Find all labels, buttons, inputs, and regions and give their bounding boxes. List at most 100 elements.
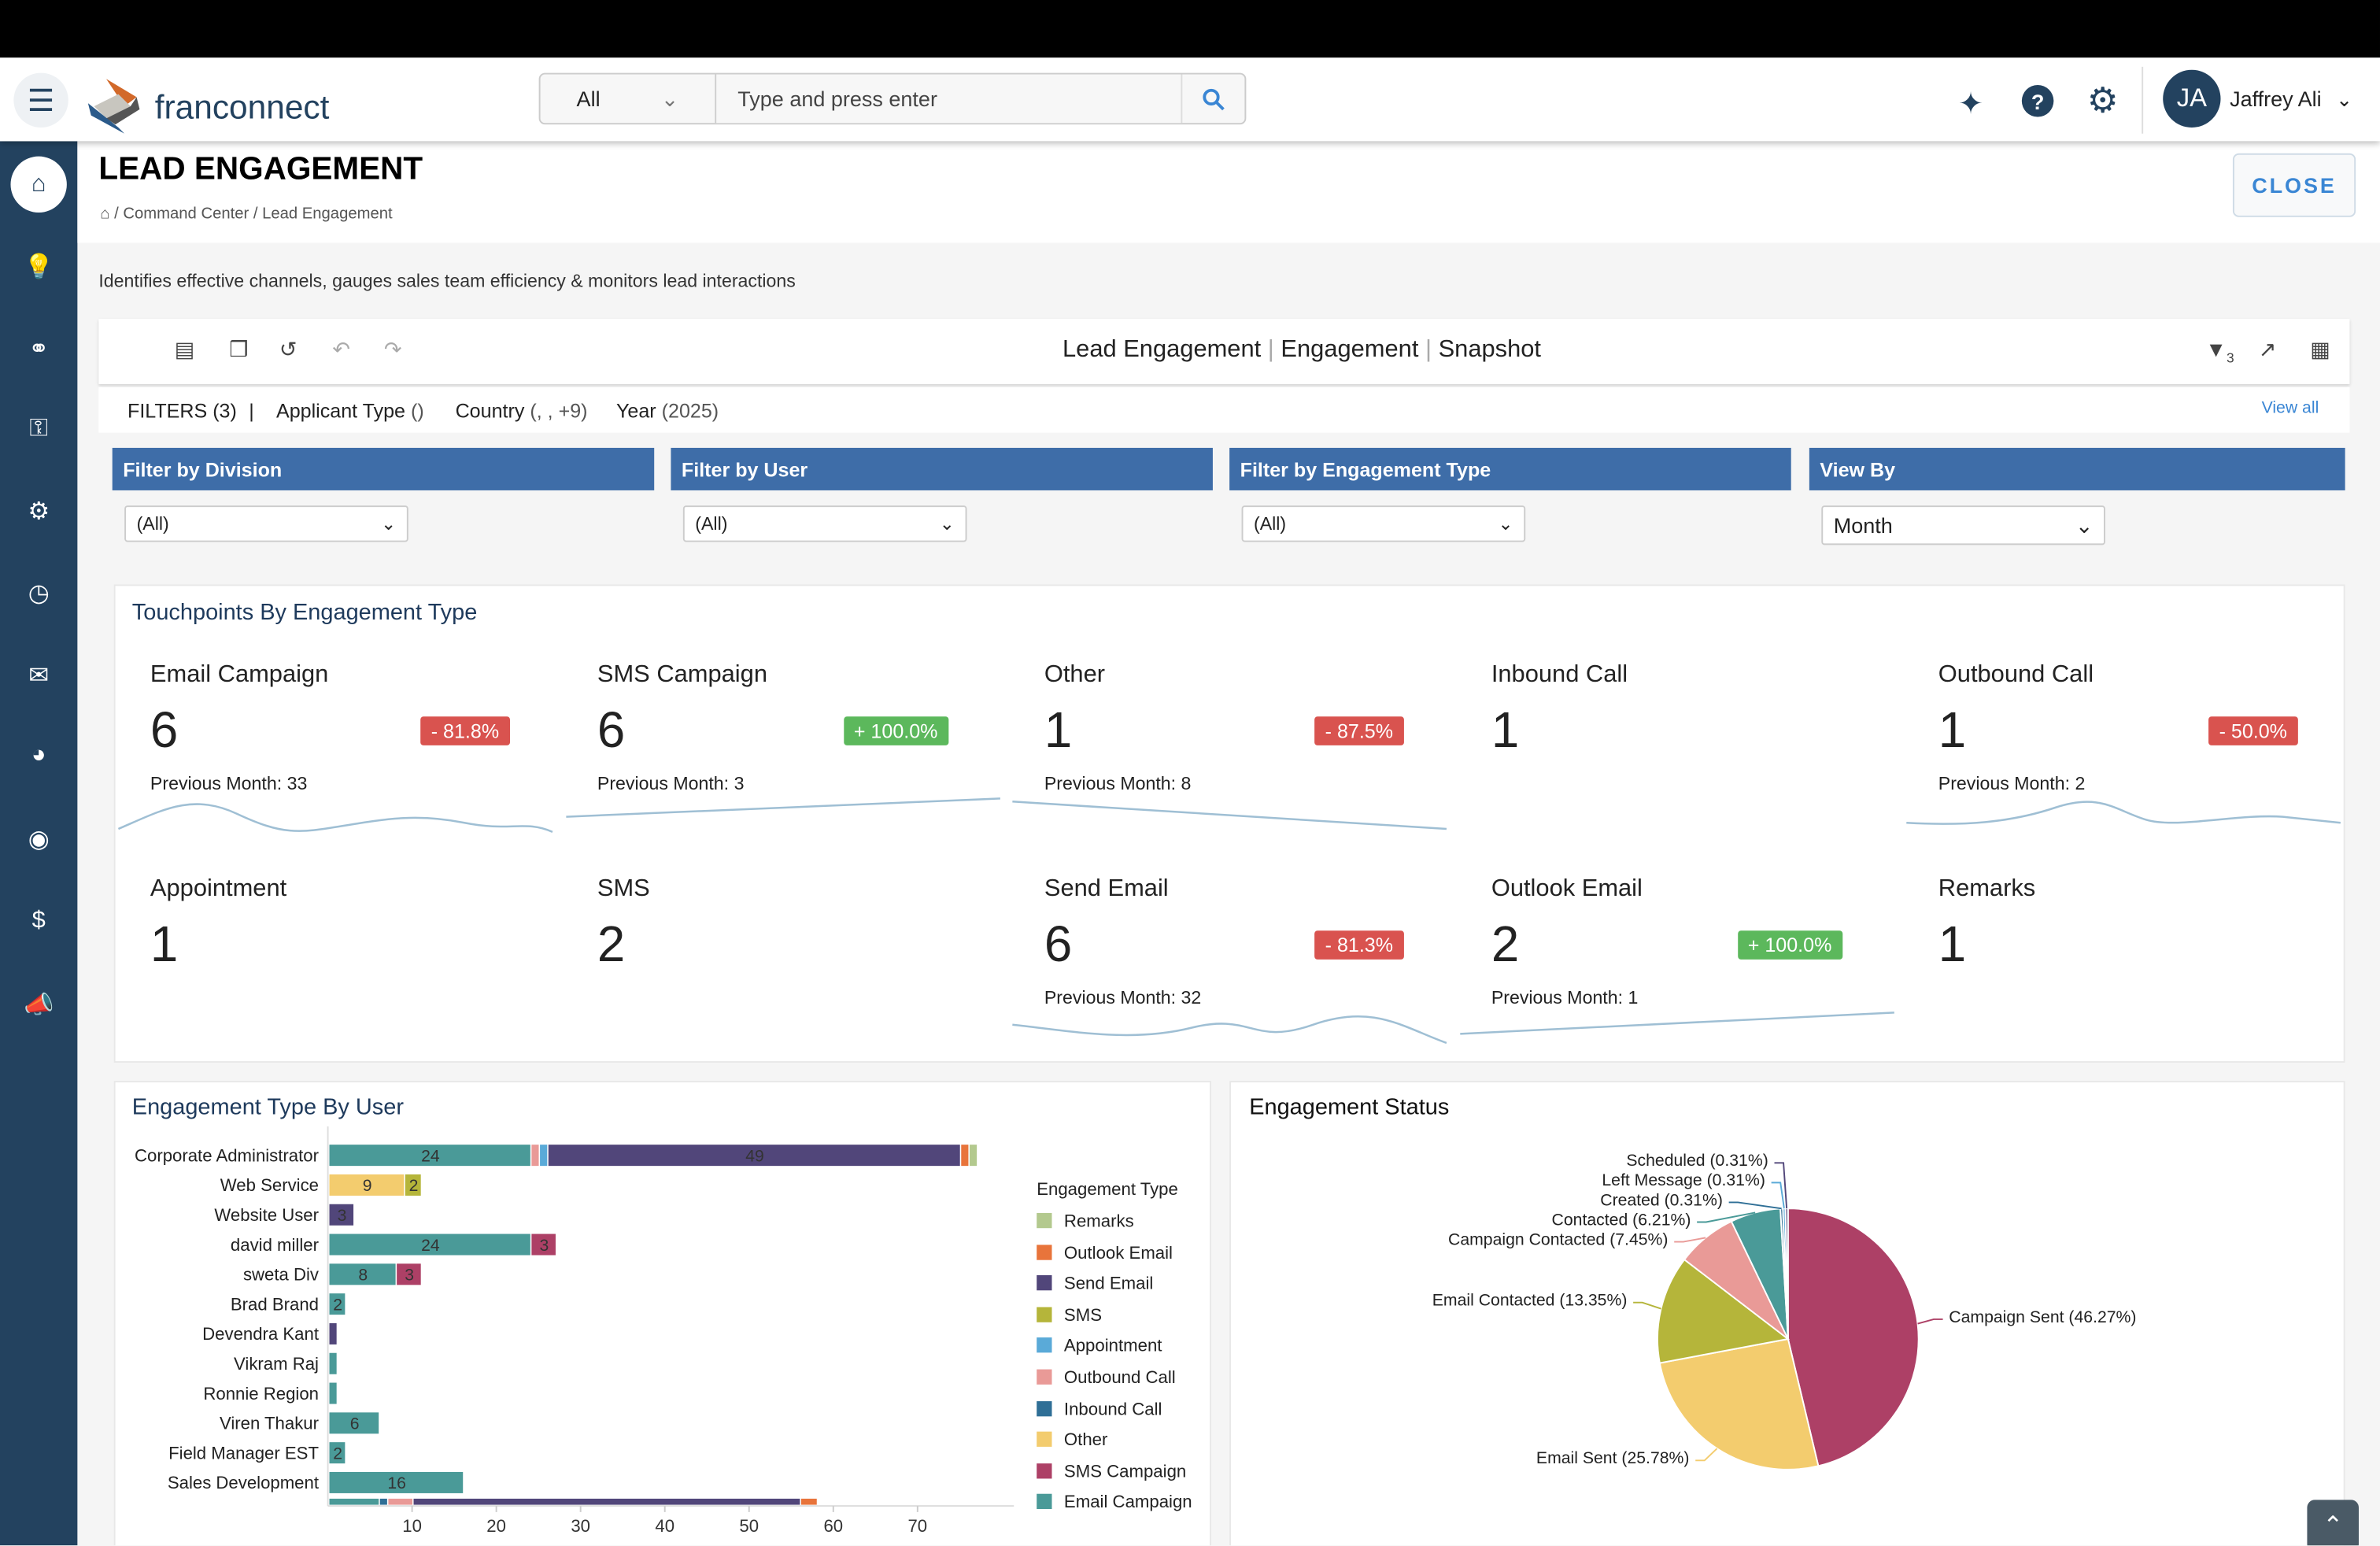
breadcrumb-path[interactable]: / Command Center / Lead Engagement: [114, 205, 393, 224]
sidebar-item-key-icon[interactable]: ⚿: [29, 416, 48, 442]
legend-item[interactable]: SMS: [1037, 1307, 1102, 1325]
pie-leader-line: [1695, 1448, 1718, 1462]
undo-icon[interactable]: ↶: [332, 337, 350, 361]
help-icon[interactable]: ?: [2021, 84, 2054, 117]
bar-segment-send-email[interactable]: [413, 1498, 800, 1505]
bar-segment-send-email[interactable]: [329, 1322, 337, 1344]
home-icon[interactable]: ⌂: [100, 205, 115, 224]
search-scope-select[interactable]: All ⌄: [541, 74, 717, 124]
scroll-to-top-button[interactable]: ⌃: [2307, 1500, 2359, 1546]
bar-segment-email-campaign[interactable]: [329, 1471, 464, 1493]
filter-applicant-type[interactable]: Applicant Type (): [276, 399, 424, 422]
filter-year[interactable]: Year (2025): [616, 399, 719, 422]
touchpoint-name: Outbound Call: [1938, 661, 2094, 688]
sidebar-item-reports-icon[interactable]: ◕: [31, 742, 46, 768]
bar-segment-email-campaign[interactable]: [329, 1382, 337, 1404]
bar-segment-sms-campaign[interactable]: [531, 1233, 556, 1256]
sidebar-item-campaigns-megaphone-icon[interactable]: 📣: [23, 993, 54, 1019]
sidebar-item-settings-icon[interactable]: ⚙: [28, 499, 50, 526]
bar-segment-send-email[interactable]: [548, 1145, 960, 1167]
legend-item[interactable]: SMS Campaign: [1037, 1463, 1186, 1481]
x-tick-label: 70: [907, 1516, 927, 1536]
sidebar-item-support-icon[interactable]: ◉: [28, 827, 50, 853]
engagement-type-dropdown[interactable]: (All) ⌄: [1241, 505, 1526, 542]
user-name[interactable]: Jaffrey Ali: [2230, 86, 2322, 111]
bar-segment-outlook-email[interactable]: [800, 1498, 817, 1505]
search-input[interactable]: Type and press enter: [716, 74, 1181, 124]
bar-segment-outbound-call[interactable]: [531, 1145, 539, 1167]
pie-leader-line: [1917, 1318, 1943, 1325]
legend-item[interactable]: Outlook Email: [1037, 1244, 1173, 1263]
filter-icon[interactable]: ▼3: [2205, 337, 2234, 366]
bar-segment-email-campaign[interactable]: [329, 1293, 346, 1315]
search-button[interactable]: [1181, 74, 1244, 124]
bar-segment-email-campaign[interactable]: [329, 1233, 530, 1256]
bar-segment-email-campaign[interactable]: [329, 1352, 337, 1374]
division-dropdown[interactable]: (All) ⌄: [124, 505, 408, 542]
sidebar-item-home[interactable]: ⌂: [10, 156, 67, 213]
legend-label: Email Campaign: [1063, 1494, 1192, 1513]
legend-label: Appointment: [1063, 1337, 1162, 1356]
previous-value: 8: [1181, 772, 1192, 794]
sidebar-item-insights-bulb-icon[interactable]: 💡: [23, 254, 54, 281]
settings-gear-icon[interactable]: ⚙: [2086, 80, 2119, 120]
sidebar-item-deals-handshake-icon[interactable]: ⚭: [28, 337, 50, 363]
bar-segment-sms-campaign[interactable]: [397, 1263, 421, 1285]
bar-data-label: 3: [540, 1237, 549, 1255]
bar-segment-email-campaign[interactable]: [329, 1442, 346, 1464]
bookmark-icon[interactable]: ❒: [229, 337, 249, 361]
legend-item[interactable]: Appointment: [1037, 1337, 1162, 1356]
bar-segment-other[interactable]: [329, 1174, 405, 1196]
user-dropdown[interactable]: (All) ⌄: [682, 505, 967, 542]
sidebar-item-finance-moneybag-icon[interactable]: $: [31, 908, 46, 934]
dashboard-title: Lead Engagement | Engagement | Snapshot: [1062, 337, 1541, 363]
filters-label[interactable]: FILTERS (3): [127, 399, 237, 423]
bar-segment-email-campaign[interactable]: [329, 1145, 530, 1167]
calendar-icon[interactable]: ▦: [2310, 337, 2330, 361]
touchpoints-title: Touchpoints By Engagement Type: [131, 599, 478, 626]
pie-slice[interactable]: [1657, 1258, 1791, 1364]
bar-segment-sms[interactable]: [405, 1174, 421, 1196]
legend-item[interactable]: Other: [1037, 1432, 1107, 1450]
touchpoint-value: 1: [1938, 701, 1967, 758]
pie-slice[interactable]: [1787, 1208, 1920, 1467]
menu-icon[interactable]: ☰: [13, 72, 68, 128]
touchpoint-value: 1: [1938, 915, 1967, 972]
avatar[interactable]: JA: [2163, 69, 2221, 128]
sidebar-item-messages-icon[interactable]: ✉: [28, 663, 50, 690]
chevron-down-icon[interactable]: ⌄: [2336, 87, 2353, 111]
bar-segment-send-email[interactable]: [329, 1204, 354, 1226]
pie-label: Campaign Contacted (7.45%): [1448, 1231, 1669, 1250]
filter-summary-bar: [98, 386, 2350, 433]
bar-segment-inbound-call[interactable]: [379, 1498, 387, 1505]
pie-slice[interactable]: [1784, 1208, 1789, 1340]
logo-text: franconnect: [154, 87, 330, 127]
sidebar-item-dashboard-icon[interactable]: ◷: [28, 581, 50, 608]
bar-segment-outlook-email[interactable]: [961, 1145, 969, 1167]
history-icon[interactable]: ↺: [279, 337, 298, 361]
share-icon[interactable]: ↗: [2258, 337, 2277, 361]
legend-item[interactable]: Send Email: [1037, 1275, 1153, 1294]
legend-item[interactable]: Email Campaign: [1037, 1494, 1192, 1513]
bar-segment-email-campaign[interactable]: [329, 1412, 379, 1434]
bar-segment-email-campaign[interactable]: [329, 1498, 379, 1505]
page-description: Identifies effective channels, gauges sa…: [98, 270, 796, 292]
sparkle-ai-icon[interactable]: ✦: [1957, 87, 1984, 122]
close-button[interactable]: CLOSE: [2232, 153, 2356, 217]
bar-segment-email-campaign[interactable]: [329, 1263, 396, 1285]
view-all-link[interactable]: View all: [2261, 399, 2319, 418]
legend-item[interactable]: Outbound Call: [1037, 1369, 1176, 1388]
view-by-dropdown[interactable]: Month ⌄: [1821, 505, 2105, 546]
bar-segment-appointment[interactable]: [540, 1145, 548, 1167]
filter-country[interactable]: Country (, , +9): [456, 399, 588, 422]
legend-label: SMS Campaign: [1063, 1463, 1187, 1481]
legend-item[interactable]: Remarks: [1037, 1212, 1134, 1231]
pie-leader-line: [1728, 1201, 1782, 1210]
bar-segment-remarks[interactable]: [969, 1145, 978, 1167]
bar-segment-outbound-call[interactable]: [388, 1498, 412, 1505]
bar-chart-title: Engagement Type By User: [131, 1094, 404, 1121]
redo-icon[interactable]: ↷: [383, 337, 402, 361]
change-badge: + 100.0%: [1737, 930, 1842, 960]
legend-item[interactable]: Inbound Call: [1037, 1400, 1162, 1418]
list-icon[interactable]: ▤: [174, 337, 195, 361]
